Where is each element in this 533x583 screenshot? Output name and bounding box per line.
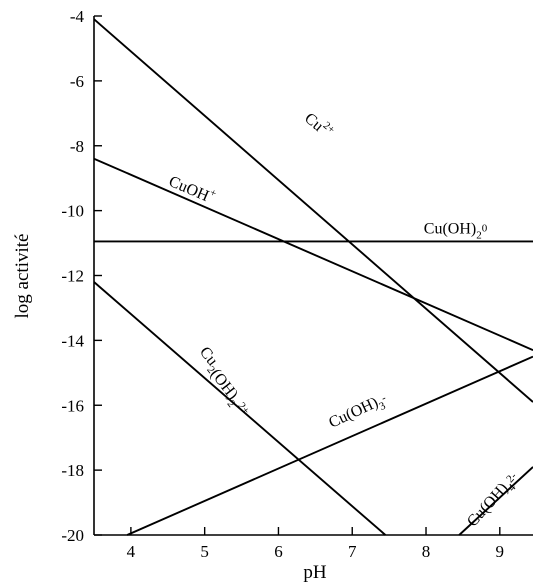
series-line-cu2 — [93, 18, 533, 403]
x-tick-label: 5 — [200, 542, 209, 561]
x-tick-label: 4 — [127, 542, 136, 561]
y-tick-label: -18 — [61, 461, 84, 480]
series-line-cuoh3 — [126, 355, 533, 536]
y-tick-label: -10 — [61, 202, 84, 221]
y-tick-label: -12 — [61, 267, 84, 286]
x-axis-title: pH — [303, 562, 327, 583]
y-tick-label: -20 — [61, 526, 84, 545]
series-label-cuoh2: Cu(OH)20 — [424, 220, 488, 241]
y-tick-label: -6 — [70, 72, 84, 91]
y-tick-label: -8 — [70, 137, 84, 156]
x-tick-label: 8 — [422, 542, 431, 561]
series-line-cu2oh2 — [93, 281, 387, 536]
series-label-cu2: Cu2+ — [301, 107, 337, 142]
series-line-cuoh — [93, 157, 533, 351]
y-tick-label: -4 — [70, 7, 85, 26]
series-line-cuoh4 — [458, 466, 533, 536]
axes: -4 -6 -8 -10 -12 -14 -16 -18 -20 4 5 6 7 8 9 — [61, 7, 533, 561]
x-tick-label: 6 — [274, 542, 283, 561]
x-tick-label: 9 — [496, 542, 505, 561]
series-label-cu2oh2: Cu2(OH)2 2+ — [189, 344, 257, 421]
y-tick-label: -14 — [61, 331, 84, 350]
series-label-cuoh3: Cu(OH)3- — [326, 390, 391, 435]
y-axis-title: log activité — [12, 234, 33, 319]
y-tick-label: -16 — [61, 396, 84, 415]
series-label-cuoh4: Cu(OH)42- — [464, 469, 525, 533]
series-lines — [93, 18, 533, 536]
x-tick-label: 7 — [348, 542, 357, 561]
